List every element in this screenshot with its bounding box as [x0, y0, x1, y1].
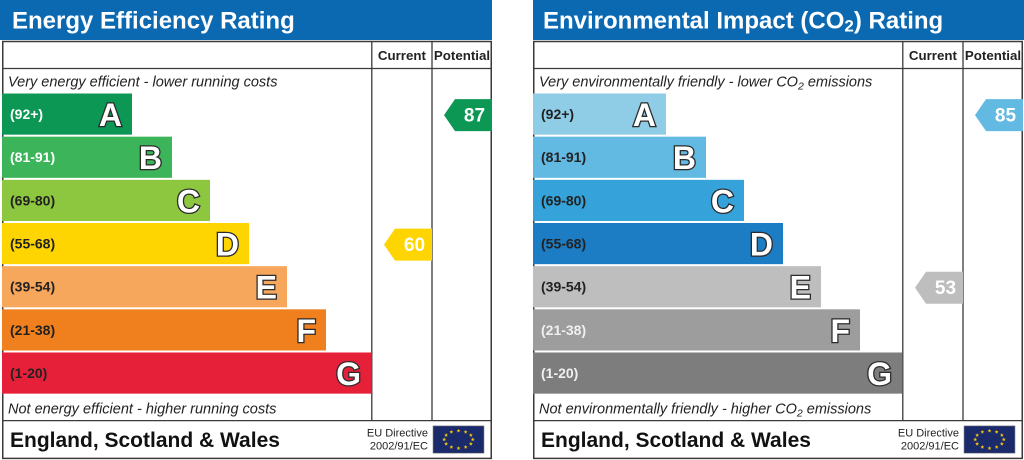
svg-text:(21-38): (21-38): [541, 322, 586, 338]
svg-text:Very environmentally friendly: Very environmentally friendly - lower CO…: [539, 75, 872, 93]
svg-text:(92+): (92+): [541, 106, 574, 122]
svg-text:Current: Current: [909, 48, 958, 63]
svg-text:Not energy efficient - higher: Not energy efficient - higher running co…: [8, 402, 276, 418]
svg-text:(69-80): (69-80): [10, 192, 55, 208]
svg-text:A: A: [633, 97, 656, 133]
svg-text:60: 60: [404, 235, 425, 256]
svg-text:Current: Current: [378, 48, 427, 63]
svg-text:A: A: [99, 97, 122, 133]
svg-text:(55-68): (55-68): [541, 236, 586, 252]
svg-text:(81-91): (81-91): [541, 149, 586, 165]
svg-text:Very energy efficient - lower: Very energy efficient - lower running co…: [8, 75, 277, 91]
svg-text:England, Scotland & Wales: England, Scotland & Wales: [541, 429, 811, 452]
svg-text:53: 53: [935, 278, 956, 299]
svg-text:E: E: [790, 270, 811, 306]
svg-text:D: D: [750, 227, 773, 263]
svg-text:G: G: [867, 356, 892, 392]
svg-text:G: G: [336, 356, 361, 392]
svg-text:85: 85: [995, 106, 1017, 127]
svg-text:EU Directive: EU Directive: [898, 428, 959, 440]
svg-text:(55-68): (55-68): [10, 236, 55, 252]
svg-text:(92+): (92+): [10, 106, 43, 122]
svg-text:2002/91/EC: 2002/91/EC: [901, 441, 959, 453]
svg-text:Potential: Potential: [434, 48, 490, 63]
svg-text:2002/91/EC: 2002/91/EC: [370, 441, 428, 453]
svg-text:(39-54): (39-54): [541, 279, 586, 295]
svg-text:F: F: [296, 313, 316, 349]
svg-text:(39-54): (39-54): [10, 279, 55, 295]
svg-text:(21-38): (21-38): [10, 322, 55, 338]
svg-text:87: 87: [464, 106, 485, 127]
svg-text:C: C: [177, 183, 200, 219]
svg-text:(69-80): (69-80): [541, 192, 586, 208]
svg-text:Environmental Impact (CO2) Rat: Environmental Impact (CO2) Rating: [543, 8, 943, 36]
svg-text:EU Directive: EU Directive: [367, 428, 428, 440]
svg-text:B: B: [139, 140, 162, 176]
svg-text:E: E: [256, 270, 277, 306]
svg-text:(81-91): (81-91): [10, 149, 55, 165]
svg-text:England, Scotland & Wales: England, Scotland & Wales: [10, 429, 280, 452]
svg-text:B: B: [673, 140, 696, 176]
svg-text:(1-20): (1-20): [10, 365, 47, 381]
svg-text:Energy Efficiency Rating: Energy Efficiency Rating: [12, 8, 295, 35]
svg-text:C: C: [711, 183, 734, 219]
svg-text:Not environmentally friendly -: Not environmentally friendly - higher CO…: [539, 402, 871, 420]
svg-text:(1-20): (1-20): [541, 365, 578, 381]
svg-text:F: F: [830, 313, 850, 349]
svg-text:Potential: Potential: [965, 48, 1021, 63]
svg-text:D: D: [216, 227, 239, 263]
